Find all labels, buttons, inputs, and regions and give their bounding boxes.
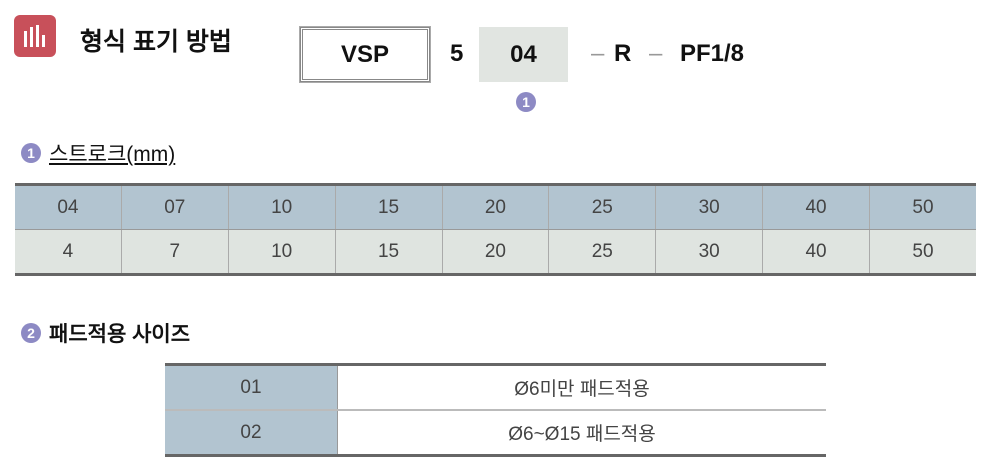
cell: 07 xyxy=(120,184,229,230)
cell: Ø6미만 패드적용 xyxy=(337,364,826,411)
cell: 40 xyxy=(762,184,870,230)
bar-chart-icon xyxy=(14,15,56,57)
stroke-section-title: 1 스트로크(mm) xyxy=(21,138,175,168)
table-row: 02 Ø6~Ø15 패드적용 xyxy=(165,410,826,456)
cell: 04 xyxy=(15,184,122,230)
model-size: 5 xyxy=(450,40,464,67)
cell: 30 xyxy=(655,229,763,275)
pad-heading: 패드적용 사이즈 xyxy=(49,323,191,346)
cell: 10 xyxy=(227,229,336,275)
cell: 7 xyxy=(120,229,229,275)
cell: 15 xyxy=(334,184,442,230)
cell: 25 xyxy=(548,184,656,230)
separator: – xyxy=(649,40,663,67)
cell: 15 xyxy=(334,229,442,275)
table-row: 01 Ø6미만 패드적용 xyxy=(165,364,826,411)
cell: 50 xyxy=(869,229,976,275)
page-title: 형식 표기 방법 xyxy=(80,28,232,56)
cell: 4 xyxy=(15,229,122,275)
separator: – xyxy=(591,40,605,67)
model-stroke: 04 xyxy=(479,27,568,82)
cell: 01 xyxy=(165,364,338,411)
cell: 25 xyxy=(548,229,656,275)
cell: 20 xyxy=(441,184,549,230)
marker-1: 1 xyxy=(21,143,41,163)
cell: 10 xyxy=(227,184,336,230)
table-row: 04 07 10 15 20 25 30 40 50 xyxy=(15,184,976,230)
marker-2: 2 xyxy=(21,323,41,343)
model-thread-type: R xyxy=(614,40,632,67)
cell: Ø6~Ø15 패드적용 xyxy=(508,424,656,445)
model-port: PF1/8 xyxy=(680,40,745,67)
cell: 20 xyxy=(441,229,549,275)
pad-section-title: 2 패드적용 사이즈 xyxy=(21,318,190,348)
stroke-table: 04 07 10 15 20 25 30 40 50 4 7 10 15 20 25 30 40 50 xyxy=(15,183,976,276)
marker-1: 1 xyxy=(516,92,536,112)
cell: 02 xyxy=(165,410,338,456)
table-row: 4 7 10 15 20 25 30 40 50 xyxy=(15,229,976,275)
cell: 50 xyxy=(869,184,976,230)
stroke-heading: 스트로크(mm) xyxy=(49,143,176,166)
cell: 40 xyxy=(762,229,870,275)
cell: 30 xyxy=(655,184,763,230)
model-series: VSP xyxy=(299,26,431,83)
pad-table: 01 Ø6미만 패드적용 02 Ø6~Ø15 패드적용 xyxy=(165,363,826,457)
